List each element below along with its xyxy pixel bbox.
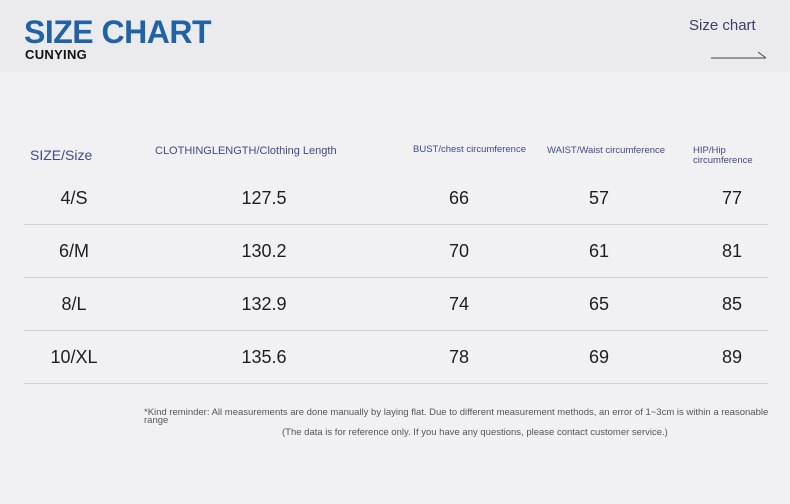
size-table: 4/S 127.5 66 57 77 6/M 130.2 70 61 81 8/… <box>24 172 768 384</box>
page-title: SIZE CHART <box>24 14 212 50</box>
table-row: 10/XL 135.6 78 69 89 <box>24 331 768 384</box>
table-cell-size: 8/L <box>61 294 87 314</box>
column-header-length: CLOTHINGLENGTH/Clothing Length <box>155 145 337 157</box>
table-cell-length: 135.6 <box>241 347 287 367</box>
table-cell-waist: 57 <box>588 188 610 208</box>
arrow-right-icon <box>711 51 767 59</box>
table-cell-waist: 61 <box>588 241 610 261</box>
table-cell-bust: 66 <box>448 188 470 208</box>
reference-note: (The data is for reference only. If you … <box>282 427 668 438</box>
header-band <box>0 0 790 72</box>
table-row: 4/S 127.5 66 57 77 <box>24 172 768 225</box>
table-cell-waist: 65 <box>588 294 610 314</box>
table-cell-hip: 81 <box>721 241 743 261</box>
table-cell-size: 6/M <box>58 241 89 261</box>
table-cell-bust: 78 <box>448 347 470 367</box>
table-cell-hip: 89 <box>721 347 743 367</box>
table-cell-length: 132.9 <box>241 294 287 314</box>
column-header-bust: BUST/chest circumference <box>413 144 526 155</box>
table-row: 6/M 130.2 70 61 81 <box>24 225 768 278</box>
table-cell-bust: 74 <box>448 294 470 314</box>
table-cell-length: 127.5 <box>241 188 287 208</box>
table-cell-length: 130.2 <box>241 241 287 261</box>
kind-reminder-note: *Kind reminder: All measurements are don… <box>144 407 769 426</box>
brand-name: CUNYING <box>25 47 88 62</box>
size-chart-link: Size chart <box>689 17 756 34</box>
table-cell-waist: 69 <box>588 347 610 367</box>
column-header-waist: WAIST/Waist circumference <box>547 145 666 156</box>
table-cell-bust: 70 <box>448 241 470 261</box>
table-row: 8/L 132.9 74 65 85 <box>24 278 768 331</box>
table-cell-size: 10/XL <box>50 347 98 367</box>
column-header-hip: HIP/Hip circumference <box>693 145 753 166</box>
table-cell-size: 4/S <box>60 188 88 208</box>
table-cell-hip: 85 <box>721 294 743 314</box>
column-header-size: SIZE/Size <box>30 147 93 163</box>
table-cell-hip: 77 <box>721 188 743 208</box>
